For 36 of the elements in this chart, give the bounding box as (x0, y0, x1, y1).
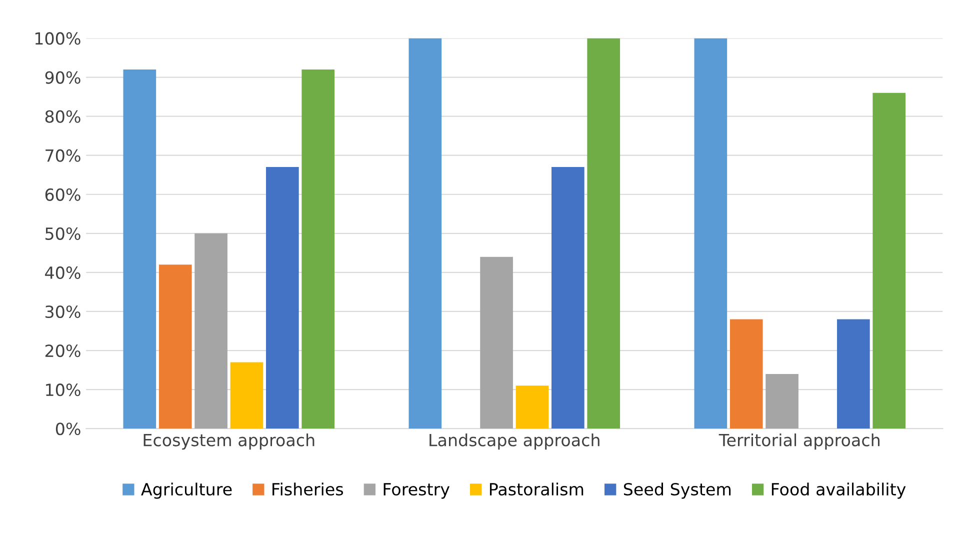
bar (587, 38, 620, 429)
bar (480, 256, 513, 429)
legend-label: Agriculture (141, 482, 232, 499)
bar (872, 92, 906, 429)
legend-label: Forestry (384, 483, 450, 499)
bar (408, 38, 442, 429)
legend-label: Seed System (624, 482, 731, 499)
y-tick-label: 50% (46, 227, 80, 240)
y-tick-label: 60% (45, 188, 80, 201)
legend-label: Fisheries (272, 482, 344, 496)
bar (516, 386, 549, 429)
bar (230, 362, 264, 429)
bar (266, 167, 299, 429)
y-tick-label: 10% (46, 384, 80, 396)
x-tick-label: Landscape approach (430, 433, 600, 450)
bar (837, 319, 870, 429)
bar (302, 69, 335, 429)
bar (194, 233, 228, 429)
bar (552, 167, 584, 429)
y-tick-label: 30% (45, 305, 80, 318)
bar (158, 264, 192, 429)
bar (766, 374, 798, 429)
y-tick-label: 70% (46, 149, 80, 162)
bar (730, 319, 763, 429)
legend-label: Pastoralism (490, 482, 584, 496)
y-tick-label: 80% (45, 110, 80, 123)
y-tick-label: 40% (45, 266, 80, 280)
y-tick-label: 90% (45, 71, 80, 84)
y-tick-label: 20% (45, 344, 80, 358)
bar (123, 69, 156, 429)
y-tick-label: 0% (56, 422, 80, 436)
x-tick-label: Territorial approach (718, 433, 880, 450)
bar (694, 38, 728, 429)
x-tick-label: Ecosystem approach (144, 433, 314, 450)
legend-label: Food availability (772, 482, 906, 499)
y-tick-label: 100% (35, 32, 80, 45)
